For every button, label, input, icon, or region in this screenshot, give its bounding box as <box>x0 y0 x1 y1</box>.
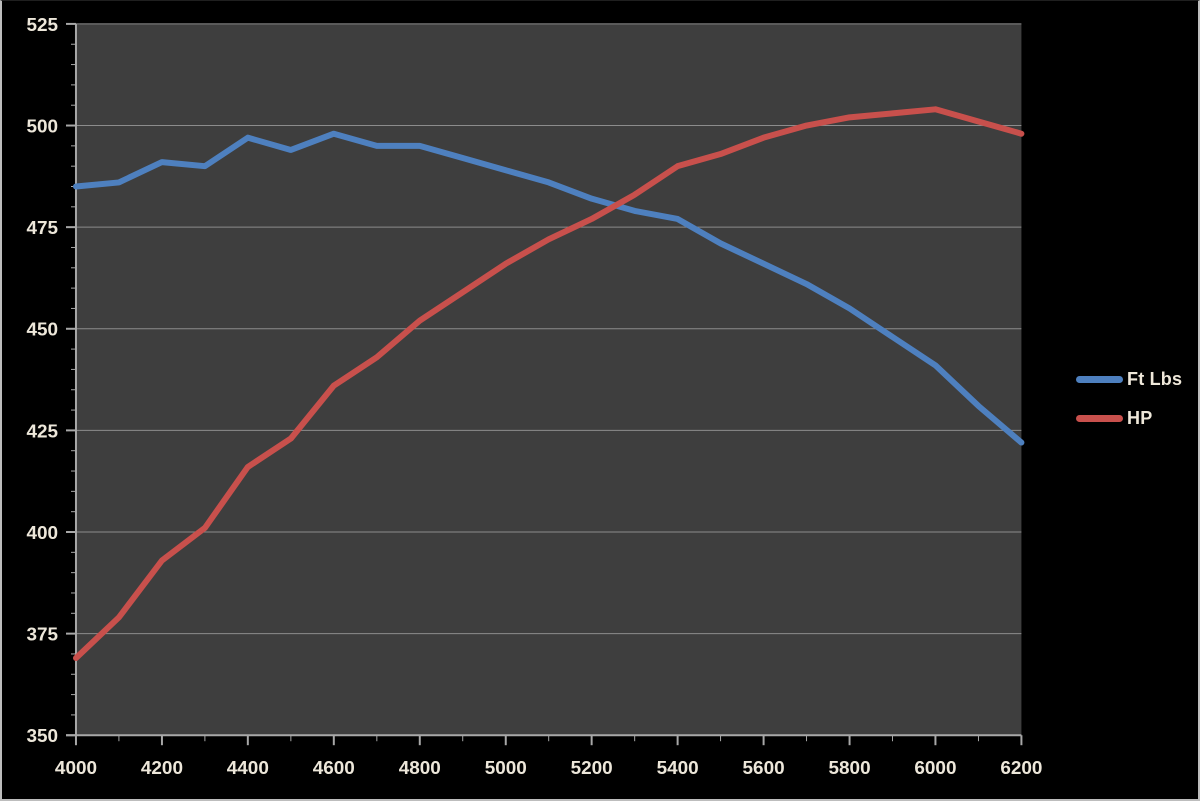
axes <box>66 23 1022 737</box>
x-tick-label: 6200 <box>1000 758 1042 779</box>
legend-label-hp: HP <box>1127 408 1153 428</box>
x-tick-label: 4000 <box>55 758 97 779</box>
x-tick-label: 4200 <box>141 758 183 779</box>
x-axis-ticks <box>74 735 1023 746</box>
y-axis-ticks <box>66 22 76 737</box>
x-tick-label: 6000 <box>914 758 956 779</box>
y-tick-label: 525 <box>26 15 58 36</box>
y-tick-label: 400 <box>26 523 58 544</box>
legend-item-ft-lbs: Ft Lbs <box>1076 367 1182 391</box>
legend-swatch-ft-lbs <box>1076 375 1123 383</box>
x-tick-label: 4800 <box>399 758 441 779</box>
x-tick-label: 5800 <box>829 758 871 779</box>
legend-swatch-hp <box>1076 414 1123 422</box>
x-tick-label: 5600 <box>743 758 785 779</box>
y-tick-label: 450 <box>26 320 58 341</box>
y-gridlines <box>75 23 1022 635</box>
x-tick-label: 5000 <box>485 758 527 779</box>
legend-label-ft-lbs: Ft Lbs <box>1127 369 1183 389</box>
y-tick-label: 425 <box>26 421 58 442</box>
legend-item-hp: HP <box>1076 406 1182 430</box>
y-tick-label: 475 <box>26 218 58 239</box>
legend: Ft Lbs HP <box>1076 367 1182 430</box>
x-tick-label: 4400 <box>227 758 269 779</box>
y-tick-label: 500 <box>26 117 58 138</box>
series-line-ft-lbs <box>72 130 1025 446</box>
x-tick-label: 5200 <box>571 758 613 779</box>
y-tick-label: 375 <box>26 625 58 646</box>
x-tick-label: 4600 <box>313 758 355 779</box>
plot-area <box>75 23 1022 736</box>
x-tick-label: 5400 <box>657 758 699 779</box>
x-tick-labels: 4000 4200 4400 4600 4800 5000 5200 5400 5600 5800… <box>55 758 1043 779</box>
y-tick-labels: 350 375 400 425 450 475 500 525 <box>26 15 58 747</box>
y-tick-label: 350 <box>26 726 58 747</box>
series-line-hp <box>72 106 1025 662</box>
